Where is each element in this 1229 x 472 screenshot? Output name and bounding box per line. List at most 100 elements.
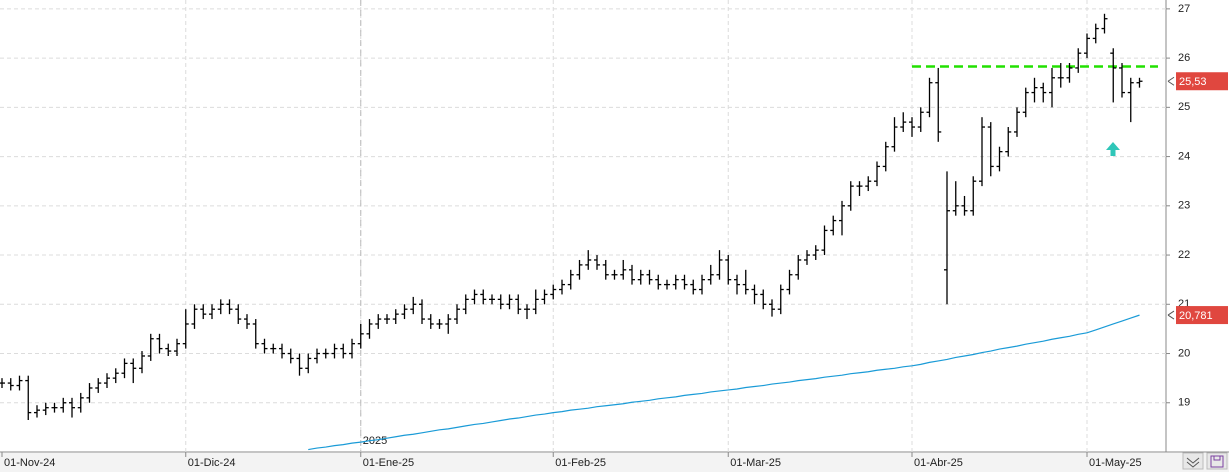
ohlc-bar (559, 279, 565, 295)
ohlc-bar (1049, 67, 1055, 108)
ohlc-bar (165, 343, 172, 356)
ohlc-bar (16, 375, 23, 391)
last-price-pointer (1167, 76, 1175, 86)
x-tick-label: 01-May-25 (1089, 457, 1142, 469)
ohlc-bar (760, 289, 767, 310)
ohlc-bar (935, 67, 942, 142)
ohlc-bar (856, 181, 863, 196)
ohlc-bar (891, 117, 898, 152)
ohlc-bar (725, 255, 732, 285)
y-tick-label: 22 (1178, 249, 1190, 261)
ohlc-bar (209, 304, 215, 320)
ohlc-bar (532, 289, 539, 315)
ohlc-bar (296, 353, 303, 376)
ohlc-bar (550, 284, 557, 300)
ohlc-bar (261, 338, 268, 354)
ohlc-bar (147, 333, 154, 361)
ohlc-bar (821, 225, 828, 256)
ohlc-bar (357, 323, 364, 349)
ohlc-bar (594, 255, 600, 270)
ohlc-bar (777, 284, 784, 315)
ohlc-bar (1101, 13, 1108, 34)
ohlc-bar (1110, 48, 1117, 103)
x-tick-label: 01-Nov-24 (4, 457, 55, 469)
ohlc-bar (1014, 107, 1020, 137)
ohlc-bar (804, 250, 810, 265)
ohlc-bar (340, 343, 347, 359)
y-tick-label: 25 (1178, 101, 1190, 113)
ohlc-bar (42, 402, 49, 416)
ohlc-bar (270, 343, 277, 354)
x-axis-band (0, 453, 1229, 472)
ohlc-bar (655, 274, 662, 290)
ohlc-bar (961, 195, 968, 216)
ohlc-bar (314, 348, 320, 364)
ohlc-bar (524, 304, 530, 320)
ohlc-bar (235, 304, 242, 324)
ohlc-bar (996, 146, 1003, 172)
ohlc-bar (1031, 77, 1038, 103)
ohlc-bar (515, 294, 522, 315)
ohlc-bar (734, 274, 740, 295)
ohlc-bar (1066, 63, 1073, 83)
ohlc-bar (830, 215, 837, 236)
ohlc-bar (401, 304, 408, 320)
ohlc-bar (305, 353, 312, 374)
x-tick-label: 01-Ene-25 (363, 457, 414, 469)
ohlc-bar (445, 314, 452, 334)
ohlc-bar (672, 274, 679, 290)
ohlc-bar (226, 299, 233, 315)
ohlc-bar (952, 181, 959, 216)
zoom-button[interactable] (1182, 452, 1204, 470)
ohlc-bar (191, 304, 198, 329)
y-tick-label: 23 (1178, 200, 1190, 212)
ohlc-bar (839, 200, 845, 236)
ohlc-bar (410, 296, 417, 315)
ohlc-bar (384, 314, 390, 324)
x-tick-label: 01-Abr-25 (914, 457, 963, 469)
ohlc-bar (252, 319, 259, 349)
ohlc-bar (471, 289, 478, 305)
ohlc-bar (69, 397, 75, 418)
ohlc-bar (646, 269, 653, 285)
ohlc-bar (489, 294, 495, 305)
ohlc-bar (156, 333, 163, 354)
ohlc-bar (182, 309, 189, 349)
x-tick-label: 01-Dic-24 (188, 457, 236, 469)
ohlc-bar (585, 250, 592, 270)
ohlc-bar (1119, 63, 1125, 98)
ohlc-bar (95, 378, 102, 393)
ohlc-bar (751, 284, 758, 305)
ohlc-bar (882, 141, 889, 172)
ohlc-bar (375, 314, 382, 329)
ohlc-bar (392, 309, 399, 324)
save-button[interactable] (1206, 452, 1228, 470)
ma-last-pointer (1167, 310, 1175, 320)
ohlc-bar (611, 269, 618, 280)
ohlc-bar (462, 294, 469, 315)
ohlc-bar (112, 368, 119, 384)
ohlc-bar (576, 259, 583, 280)
ohlc-bar (217, 299, 224, 315)
ohlc-bar (427, 314, 434, 329)
ohlc-bar (874, 161, 880, 187)
ohlc-bar (287, 348, 294, 364)
ohlc-bar (1127, 77, 1134, 123)
ohlc-bar (1084, 33, 1090, 59)
ohlc-bar (121, 358, 128, 379)
ohlc-bar (742, 269, 749, 295)
ohlc-bar (174, 338, 180, 356)
last-price-label: 25,53 (1179, 76, 1207, 88)
ohlc-bar (7, 378, 14, 391)
ohlc-bar (366, 319, 373, 339)
ohlc-bar (51, 402, 58, 413)
ohlc-bar (707, 264, 714, 285)
ohlc-bar (847, 181, 854, 211)
moving-average-line (308, 314, 1140, 451)
ohlc-bar (0, 378, 5, 388)
ohlc-bar (567, 269, 574, 290)
ohlc-bar (865, 176, 872, 192)
x-tick-label: 01-Feb-25 (555, 457, 606, 469)
ohlc-bar (139, 351, 145, 374)
ohlc-bar (795, 255, 802, 280)
